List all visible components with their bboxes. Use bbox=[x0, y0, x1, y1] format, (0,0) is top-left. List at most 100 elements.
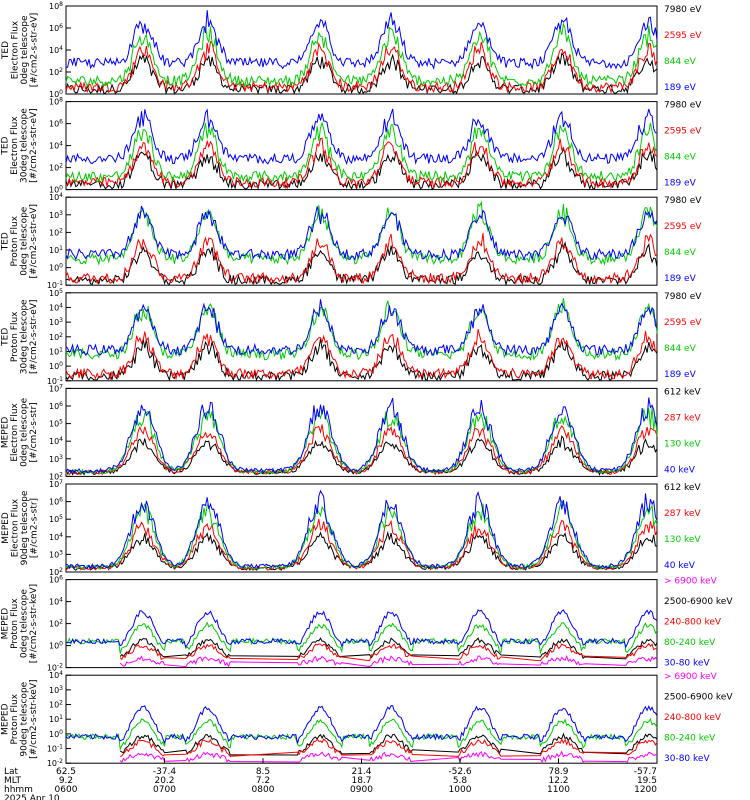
legend-entry: 844 eV bbox=[664, 248, 697, 258]
x-tick-label: 1200 bbox=[634, 785, 657, 795]
y-tick-label: 100 bbox=[49, 361, 63, 371]
x-tick-label: -52.6 bbox=[448, 767, 472, 777]
y-tick-label: 102 bbox=[49, 619, 63, 629]
legend-entry: 7980 eV bbox=[664, 5, 702, 15]
y-tick-label: 102 bbox=[49, 700, 63, 710]
legend-entry: 2500-6900 keV bbox=[664, 597, 733, 607]
y-axis-label-line: 0deg telescope bbox=[20, 397, 30, 467]
series-trace bbox=[65, 424, 658, 476]
y-tick-label: 103 bbox=[49, 317, 63, 327]
panel-8: 10-2 10-1 100 101 102 103 104 MEPED Proton Flux 9… bbox=[1, 670, 734, 768]
legend-entry: 189 eV bbox=[664, 83, 697, 93]
y-tick-label: 100 bbox=[49, 729, 63, 739]
y-axis-label-line: TED bbox=[1, 328, 11, 347]
series-trace bbox=[65, 232, 658, 286]
y-tick-label: 102 bbox=[49, 227, 63, 237]
series-trace bbox=[65, 147, 658, 191]
x-tick-label: 1100 bbox=[547, 785, 570, 795]
plot-frame bbox=[65, 579, 658, 669]
legend-entry: 240-800 keV bbox=[664, 713, 722, 723]
y-tick-label: 104 bbox=[49, 45, 63, 55]
series-trace bbox=[119, 637, 658, 660]
series-trace bbox=[65, 241, 658, 287]
x-row-name: MLT bbox=[4, 776, 22, 786]
y-axis-label-line: Electron Flux bbox=[10, 116, 20, 175]
y-tick-label: 100 bbox=[49, 641, 63, 651]
y-tick-label: 100 bbox=[49, 89, 63, 99]
y-axis-label-line: Proton Flux bbox=[10, 215, 20, 266]
series-trace bbox=[65, 298, 658, 362]
x-tick-label: 62.5 bbox=[56, 767, 76, 777]
x-tick-label: 18.7 bbox=[351, 776, 371, 786]
legend-entry: 130 keV bbox=[664, 439, 701, 449]
y-axis-label-line: MEPED bbox=[1, 417, 11, 449]
series-trace bbox=[65, 22, 658, 88]
x-tick-label: 0800 bbox=[252, 785, 275, 795]
y-axis-label-line: MEPED bbox=[1, 608, 11, 640]
series-trace bbox=[65, 717, 658, 751]
legend-entry: 189 eV bbox=[664, 274, 697, 284]
x-tick-label: 8.5 bbox=[256, 767, 270, 777]
legend-entry: 2500-6900 keV bbox=[664, 693, 733, 703]
legend-entry: 40 keV bbox=[664, 561, 696, 571]
series-trace bbox=[119, 732, 658, 756]
y-axis-label-line: Proton Flux bbox=[10, 311, 20, 362]
y-tick-label: 101 bbox=[49, 714, 63, 724]
series-trace bbox=[119, 750, 658, 764]
y-axis-label-line: Proton Flux bbox=[10, 598, 20, 649]
y-tick-label: 104 bbox=[49, 597, 63, 607]
y-tick-label: 104 bbox=[49, 532, 63, 542]
y-tick-label: 104 bbox=[49, 192, 63, 202]
legend-entry: 844 eV bbox=[664, 153, 697, 163]
y-tick-label: 10-1 bbox=[47, 376, 63, 386]
series-trace bbox=[65, 499, 658, 571]
series-trace bbox=[65, 108, 658, 166]
series-trace bbox=[65, 328, 658, 381]
legend-entry: 80-240 keV bbox=[664, 734, 716, 744]
y-tick-label: 105 bbox=[49, 514, 63, 524]
series-trace bbox=[65, 518, 658, 571]
plot-frame bbox=[65, 674, 658, 764]
y-axis-label-line: [#/cm2-s-str-keV] bbox=[29, 584, 39, 663]
legend-entry: 130 keV bbox=[664, 535, 701, 545]
legend-entry: 612 keV bbox=[664, 483, 701, 493]
y-tick-label: 105 bbox=[49, 288, 63, 298]
x-tick-label: 0700 bbox=[153, 785, 176, 795]
x-tick-label: 21.4 bbox=[351, 767, 371, 777]
legend-entry: 2595 eV bbox=[664, 127, 702, 137]
y-axis-label-line: [#/cm2-s-str-eV] bbox=[29, 108, 39, 183]
legend-entry: 40 keV bbox=[664, 465, 696, 475]
series-trace bbox=[65, 10, 658, 71]
legend-entry: 240-800 keV bbox=[664, 618, 722, 628]
x-tick-label: 78.9 bbox=[548, 767, 568, 777]
legend-entry: 287 keV bbox=[664, 509, 701, 519]
x-tick-label: 9.2 bbox=[59, 776, 73, 786]
y-axis-label-line: 0deg telescope bbox=[20, 15, 30, 85]
x-tick-label: 0900 bbox=[350, 785, 373, 795]
y-tick-label: 104 bbox=[49, 436, 63, 446]
panel-3: 10-1 100 101 102 103 104 TED Proton Flux 0deg te… bbox=[1, 192, 703, 290]
legend-entry: 844 eV bbox=[664, 344, 697, 354]
legend-entry: > 6900 keV bbox=[664, 672, 718, 682]
x-tick-label: 5.8 bbox=[453, 776, 468, 786]
series-trace bbox=[120, 738, 658, 757]
plot-frame bbox=[65, 483, 658, 573]
y-tick-label: 101 bbox=[49, 346, 63, 356]
panel-7: 10-2 100 102 104 106 MEPED Proton Flux 0deg tel… bbox=[1, 575, 734, 673]
series-trace bbox=[65, 435, 658, 476]
y-tick-label: 108 bbox=[49, 97, 63, 107]
y-axis-label-line: [#/cm2-s-str-eV] bbox=[29, 300, 39, 375]
y-tick-label: 100 bbox=[49, 185, 63, 195]
series-trace bbox=[65, 299, 658, 357]
y-axis-label-line: TED bbox=[1, 232, 11, 251]
plot-frame bbox=[65, 5, 658, 95]
panel-5: 102 103 104 105 106 107 MEPED Electron Flux 0deg… bbox=[1, 383, 702, 481]
y-tick-label: 104 bbox=[49, 302, 63, 312]
x-tick-label: 0600 bbox=[55, 785, 78, 795]
y-axis-label-line: MEPED bbox=[1, 703, 11, 735]
y-tick-label: 102 bbox=[49, 567, 63, 577]
legend-entry: 612 keV bbox=[664, 387, 701, 397]
series-trace bbox=[65, 121, 658, 184]
y-axis-label-line: TED bbox=[1, 41, 11, 60]
x-tick-label: -37.4 bbox=[153, 767, 177, 777]
